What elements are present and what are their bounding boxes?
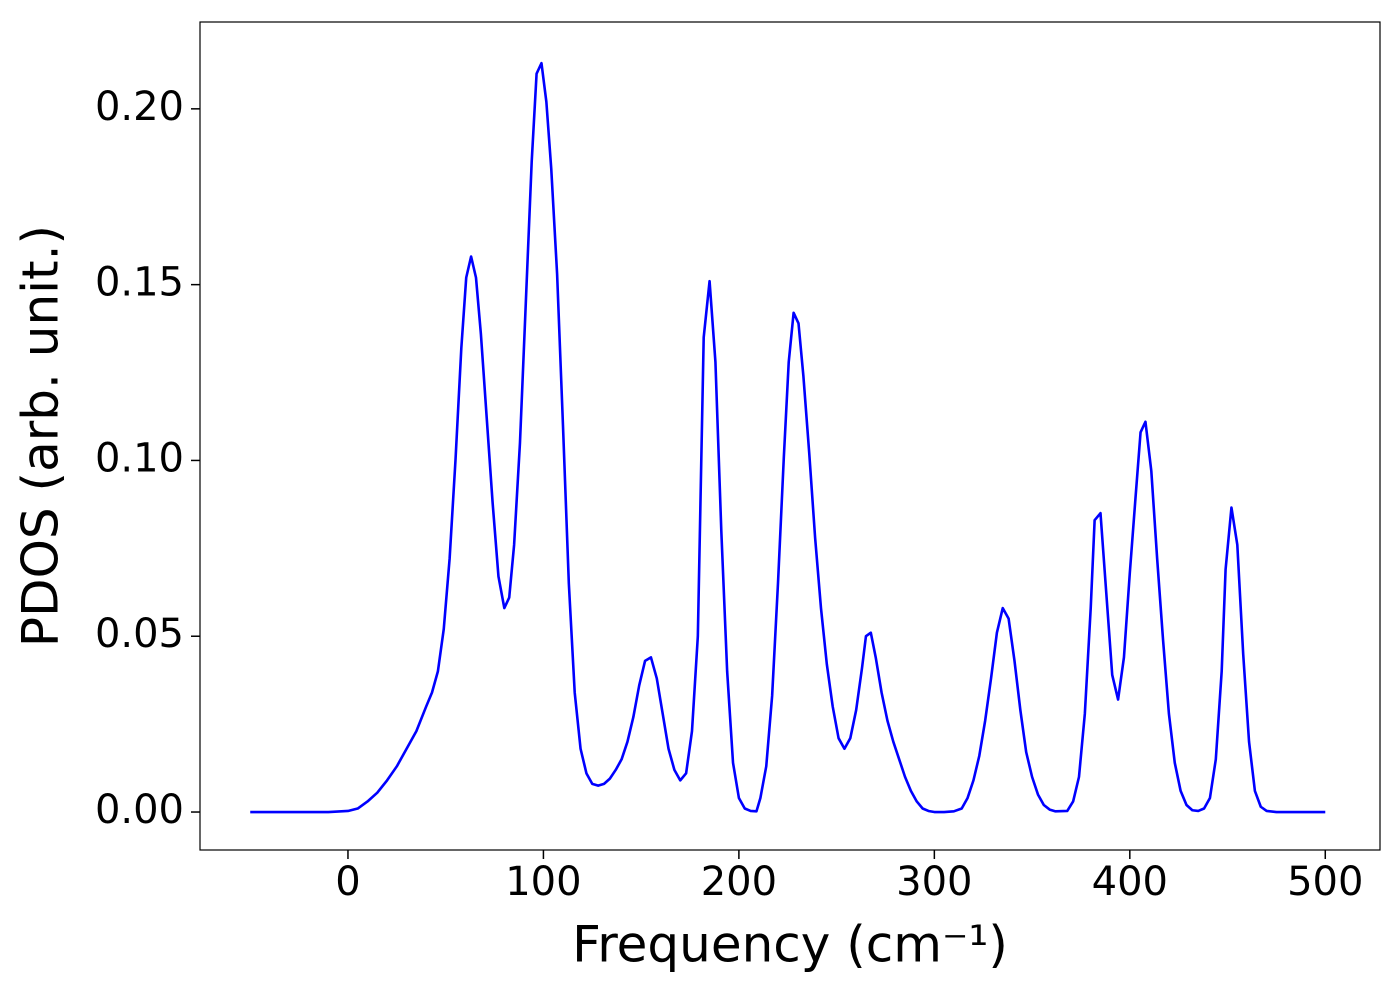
x-tick-label: 500	[1287, 859, 1363, 905]
x-tick-label: 0	[335, 859, 360, 905]
y-tick-label: 0.15	[95, 260, 184, 306]
x-tick-label: 300	[896, 859, 972, 905]
plot-frame	[199, 21, 1381, 851]
y-tick-label: 0.05	[95, 611, 184, 657]
x-tick-label: 200	[701, 859, 777, 905]
y-tick-label: 0.10	[95, 435, 184, 481]
x-axis-label: Frequency (cm⁻¹)	[572, 916, 1008, 974]
y-tick-label: 0.00	[95, 787, 184, 833]
x-tick-label: 400	[1092, 859, 1168, 905]
y-axis-label: PDOS (arb. unit.)	[12, 225, 70, 647]
data-line	[250, 61, 1326, 814]
y-tick-label: 0.20	[95, 84, 184, 130]
x-tick-label: 100	[505, 859, 581, 905]
